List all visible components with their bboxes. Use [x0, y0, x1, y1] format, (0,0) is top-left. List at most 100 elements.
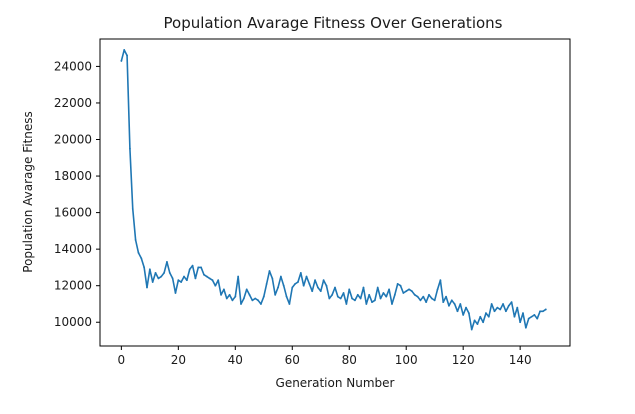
data-point — [348, 288, 351, 291]
data-point — [274, 293, 277, 296]
data-point — [240, 303, 242, 305]
data-point — [188, 268, 191, 271]
data-point — [203, 273, 205, 276]
data-point — [308, 282, 311, 285]
data-point — [522, 312, 524, 315]
data-point — [334, 286, 336, 289]
data-point — [126, 54, 128, 57]
x-tick-label: 40 — [228, 353, 243, 367]
data-point — [490, 303, 493, 305]
data-point — [134, 239, 137, 241]
y-axis: 10000 12000 14000 16000 18000 20000 22000 24000 — [54, 59, 100, 329]
data-point — [479, 315, 482, 318]
data-point — [211, 279, 214, 282]
data-point — [146, 286, 148, 289]
data-point — [174, 292, 177, 294]
data-point — [268, 270, 271, 272]
data-point — [223, 288, 225, 291]
data-point — [168, 272, 171, 274]
data-point — [510, 301, 513, 304]
data-point — [425, 301, 428, 304]
data-point — [151, 281, 154, 283]
data-point — [419, 299, 422, 302]
data-point — [388, 288, 391, 291]
data-point — [442, 301, 445, 304]
data-point — [376, 286, 379, 289]
y-tick-label: 12000 — [54, 279, 92, 293]
data-point — [277, 286, 279, 289]
data-point — [544, 308, 547, 311]
data-point — [502, 303, 504, 305]
data-point — [183, 275, 185, 278]
data-point — [533, 314, 536, 316]
data-point — [328, 297, 331, 300]
data-point — [351, 297, 353, 300]
data-point — [379, 297, 382, 300]
data-point — [450, 299, 453, 302]
data-point — [154, 272, 157, 274]
data-point — [476, 323, 479, 325]
data-point — [314, 279, 316, 282]
data-point — [299, 272, 302, 274]
x-tick-label: 140 — [509, 353, 532, 367]
data-point — [271, 277, 274, 280]
data-point — [362, 286, 365, 289]
data-point — [371, 301, 373, 304]
y-tick-label: 18000 — [54, 169, 92, 183]
data-point — [137, 251, 140, 254]
data-point — [516, 306, 519, 309]
data-point — [279, 275, 282, 278]
data-point — [331, 293, 334, 296]
data-points — [120, 49, 547, 331]
plot-area-frame — [99, 38, 571, 347]
data-point — [430, 297, 433, 300]
y-tick-label: 16000 — [54, 206, 92, 220]
data-point — [148, 268, 151, 271]
data-point — [171, 277, 174, 280]
data-point — [482, 321, 485, 324]
data-point — [416, 295, 419, 298]
data-point — [505, 310, 507, 313]
x-tick-label: 80 — [342, 353, 357, 367]
data-point — [262, 295, 265, 298]
data-point — [231, 299, 234, 302]
data-point — [385, 295, 388, 298]
data-point — [234, 295, 237, 298]
data-point — [365, 303, 368, 305]
data-point — [322, 279, 325, 282]
data-point — [527, 317, 530, 320]
y-axis-label: Population Avarage Fitness — [21, 111, 35, 272]
data-point — [285, 295, 288, 298]
data-point — [433, 299, 436, 302]
x-tick-label: 60 — [285, 353, 300, 367]
data-point — [297, 281, 299, 283]
data-point — [305, 275, 308, 278]
data-point — [191, 264, 194, 267]
data-point — [160, 275, 163, 278]
data-point — [459, 303, 462, 305]
data-point — [123, 49, 126, 51]
data-point — [260, 303, 262, 305]
data-point — [539, 310, 541, 313]
x-axis-label: Generation Number — [276, 376, 395, 390]
data-point — [228, 293, 231, 296]
data-point — [120, 60, 123, 62]
data-point — [413, 293, 416, 296]
data-point — [129, 147, 131, 150]
data-point — [453, 303, 456, 305]
data-point — [131, 208, 134, 210]
data-point — [336, 295, 339, 298]
data-point — [373, 299, 376, 302]
data-point — [439, 279, 442, 282]
data-point — [205, 275, 208, 278]
data-point — [288, 303, 291, 305]
data-point — [254, 297, 257, 300]
data-point — [208, 277, 211, 280]
data-point — [251, 299, 254, 302]
data-point — [302, 284, 305, 287]
data-point — [311, 290, 314, 293]
y-tick-label: 22000 — [54, 96, 92, 110]
data-point — [396, 282, 399, 285]
data-point — [356, 293, 359, 296]
